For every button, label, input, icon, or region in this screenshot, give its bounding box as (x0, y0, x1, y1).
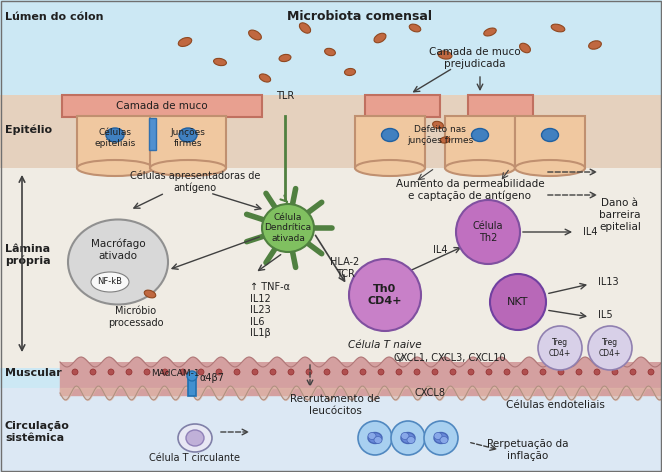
Circle shape (414, 369, 420, 375)
Text: Epitélio: Epitélio (5, 125, 52, 135)
Text: Camada de muco
prejudicada: Camada de muco prejudicada (429, 47, 521, 69)
Text: ↑ TNF-α
IL12
IL23
IL6
IL1β: ↑ TNF-α IL12 IL23 IL6 IL1β (250, 282, 290, 338)
Circle shape (198, 369, 204, 375)
FancyBboxPatch shape (365, 95, 440, 117)
FancyBboxPatch shape (468, 95, 533, 117)
Circle shape (648, 369, 654, 375)
Ellipse shape (432, 121, 444, 129)
Text: Junções
firmes: Junções firmes (171, 128, 205, 148)
Circle shape (396, 369, 402, 375)
Text: IL4: IL4 (433, 245, 448, 255)
Text: Células
epiteliais: Células epiteliais (95, 128, 136, 148)
Circle shape (450, 369, 456, 375)
FancyBboxPatch shape (0, 95, 662, 170)
Circle shape (126, 369, 132, 375)
Circle shape (456, 200, 520, 264)
Ellipse shape (260, 74, 271, 82)
Text: MAdCAM-1: MAdCAM-1 (151, 370, 199, 379)
Text: Camada de muco: Camada de muco (117, 101, 208, 111)
Text: HLA-2
TCR: HLA-2 TCR (330, 257, 359, 279)
Text: Célula
Dendrítica
ativada: Célula Dendrítica ativada (264, 213, 312, 243)
Text: Lúmen do cólon: Lúmen do cólon (5, 12, 103, 22)
Text: Microbiota comensal: Microbiota comensal (287, 10, 432, 23)
Ellipse shape (179, 128, 197, 142)
Ellipse shape (186, 430, 204, 446)
Ellipse shape (178, 424, 212, 452)
Text: α4β7: α4β7 (199, 373, 224, 383)
Text: Treg
CD4+: Treg CD4+ (599, 338, 621, 358)
Circle shape (72, 369, 78, 375)
Text: Célula
Th2: Célula Th2 (473, 221, 503, 243)
Text: Muscular: Muscular (5, 368, 62, 378)
Ellipse shape (344, 68, 355, 76)
Circle shape (360, 369, 366, 375)
Ellipse shape (440, 437, 448, 444)
Ellipse shape (438, 51, 452, 59)
Ellipse shape (91, 272, 129, 292)
Circle shape (144, 369, 150, 375)
Text: Defeito nas
junções firmes: Defeito nas junções firmes (407, 125, 473, 145)
Text: Micróbio
processado: Micróbio processado (109, 306, 164, 328)
Ellipse shape (324, 48, 336, 56)
Circle shape (432, 369, 438, 375)
Ellipse shape (214, 59, 226, 66)
Circle shape (558, 369, 564, 375)
FancyBboxPatch shape (445, 116, 515, 168)
Text: IL13: IL13 (598, 277, 618, 287)
Ellipse shape (77, 160, 153, 176)
Ellipse shape (471, 128, 489, 142)
Ellipse shape (144, 290, 156, 298)
Ellipse shape (401, 432, 409, 439)
Circle shape (162, 369, 168, 375)
Ellipse shape (515, 160, 585, 176)
Ellipse shape (68, 219, 168, 304)
Ellipse shape (368, 432, 376, 439)
Circle shape (349, 259, 421, 331)
FancyBboxPatch shape (0, 168, 662, 368)
Circle shape (216, 369, 222, 375)
Circle shape (630, 369, 636, 375)
Ellipse shape (445, 160, 515, 176)
Circle shape (538, 326, 582, 370)
Circle shape (252, 369, 258, 375)
Circle shape (588, 326, 632, 370)
Ellipse shape (551, 24, 565, 32)
Circle shape (594, 369, 600, 375)
Text: NF-kB: NF-kB (97, 278, 122, 287)
Ellipse shape (520, 43, 530, 53)
Ellipse shape (279, 54, 291, 62)
Text: Macrófago
ativado: Macrófago ativado (91, 239, 146, 261)
Circle shape (306, 369, 312, 375)
FancyBboxPatch shape (62, 95, 262, 117)
Circle shape (270, 369, 276, 375)
FancyBboxPatch shape (60, 362, 662, 392)
Text: Th0
CD4+: Th0 CD4+ (368, 284, 402, 306)
Circle shape (490, 274, 546, 330)
Circle shape (378, 369, 384, 375)
Ellipse shape (542, 128, 559, 142)
Text: CXCL1, CXCL3, CXCL10: CXCL1, CXCL3, CXCL10 (394, 353, 506, 363)
Circle shape (391, 421, 425, 455)
Ellipse shape (249, 30, 261, 40)
Text: Células endoteliais: Células endoteliais (506, 400, 604, 410)
Circle shape (576, 369, 582, 375)
Ellipse shape (150, 160, 226, 176)
Text: IL4: IL4 (583, 227, 598, 237)
Ellipse shape (381, 128, 399, 142)
Ellipse shape (355, 160, 425, 176)
Ellipse shape (440, 137, 450, 143)
Ellipse shape (106, 128, 124, 142)
Text: Célula T circulante: Célula T circulante (150, 453, 240, 463)
FancyBboxPatch shape (0, 388, 662, 472)
Text: Células apresentadoras de
antígeno: Células apresentadoras de antígeno (130, 171, 260, 194)
FancyBboxPatch shape (149, 118, 156, 150)
FancyBboxPatch shape (77, 116, 153, 168)
Ellipse shape (434, 432, 442, 439)
Ellipse shape (374, 33, 386, 43)
Ellipse shape (262, 204, 314, 252)
Ellipse shape (484, 28, 496, 36)
FancyBboxPatch shape (188, 378, 196, 396)
Ellipse shape (374, 437, 382, 444)
Circle shape (540, 369, 546, 375)
